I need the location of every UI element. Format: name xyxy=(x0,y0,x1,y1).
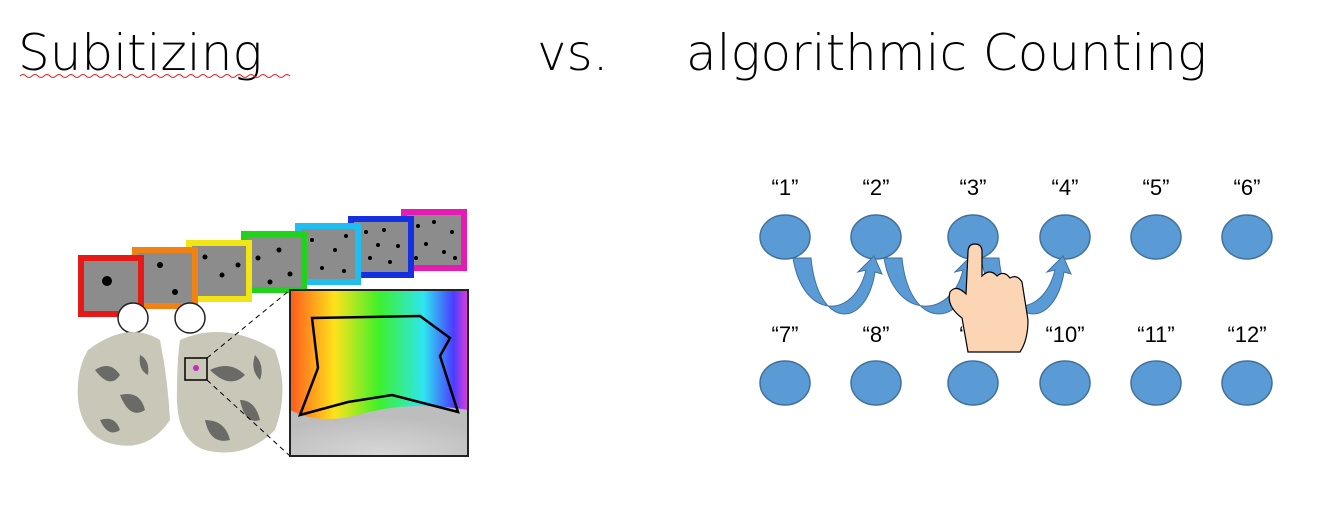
count-label: “4” xyxy=(1052,175,1079,200)
zoom-inset xyxy=(206,289,469,457)
dot xyxy=(1039,360,1091,406)
dot xyxy=(1039,214,1091,260)
count-label: “1” xyxy=(772,175,799,200)
dot xyxy=(1130,214,1182,260)
dot xyxy=(1130,360,1182,406)
count-label: “7” xyxy=(772,322,799,347)
title-middle: vs. xyxy=(537,24,609,82)
arrow xyxy=(792,255,883,315)
dot xyxy=(947,360,999,406)
count-label: “11” xyxy=(1137,322,1175,347)
count-label: “6” xyxy=(1234,175,1261,200)
dot xyxy=(759,214,811,260)
count-label: “8” xyxy=(863,322,890,347)
title-right: algorithmic Counting xyxy=(686,24,1207,82)
spellcheck-underline xyxy=(19,74,291,78)
count-label: “12” xyxy=(1227,322,1266,347)
count-label: “2” xyxy=(863,175,890,200)
counting-diagram: “1”“2”“3”“4”“5”“6”“7”“8”“9”“10”“11”“12” xyxy=(759,175,1273,406)
dot xyxy=(1221,360,1273,406)
count-label: “3” xyxy=(960,175,987,200)
dot xyxy=(850,214,902,260)
dot xyxy=(1221,214,1273,260)
count-label: “10” xyxy=(1045,322,1084,347)
title-left: Subitizing xyxy=(18,24,262,82)
dot xyxy=(759,360,811,406)
hand xyxy=(948,243,1029,353)
brain xyxy=(77,302,283,453)
dot-stimuli xyxy=(78,209,467,317)
count-label: “5” xyxy=(1143,175,1170,200)
dot xyxy=(850,360,902,406)
